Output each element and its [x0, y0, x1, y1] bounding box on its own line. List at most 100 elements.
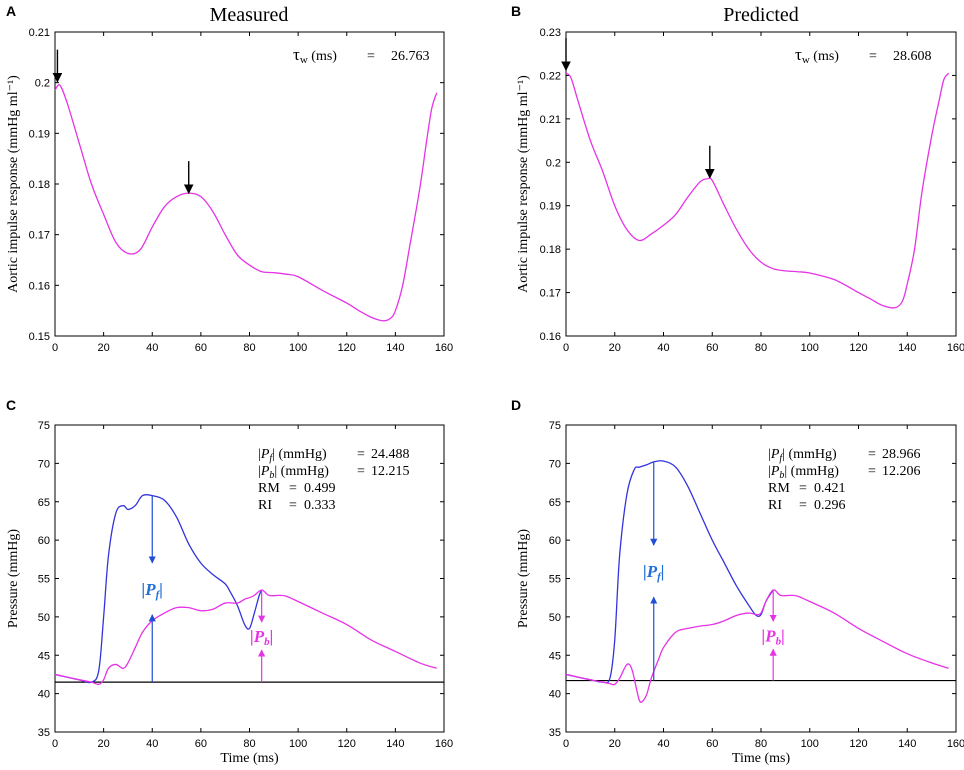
x-tick-label: 120 [338, 738, 356, 750]
y-tick-label: 50 [549, 612, 561, 624]
x-tick-label: 40 [146, 342, 158, 354]
stat-symbol: P [260, 447, 270, 462]
y-tick-label: 0.22 [540, 70, 561, 82]
y-tick-label: 0.16 [540, 331, 561, 343]
marker-bar-close: | [270, 627, 274, 646]
y-tick-label: 55 [549, 574, 561, 586]
x-tick-label: 40 [657, 738, 669, 750]
tau-equals: = [869, 49, 877, 64]
x-tick-label: 120 [849, 342, 867, 354]
stat-label: |Pb| (mmHg) [768, 464, 839, 481]
stat-equals: = [357, 464, 365, 479]
x-tick-label: 80 [755, 738, 767, 750]
marker-label-pb: |Pb| [250, 627, 273, 648]
tau-unit: (ms) [308, 49, 338, 64]
stat-label: |Pf| (mmHg) [258, 447, 327, 464]
x-tick-label: 80 [243, 738, 255, 750]
stat-symbol: P [770, 464, 780, 479]
stat-subscript: b [779, 470, 784, 481]
marker-subscript: f [657, 571, 662, 583]
stat-label: RI [258, 498, 272, 513]
stat-symbol: P [770, 447, 780, 462]
y-tick-label: 0.19 [29, 128, 50, 140]
tau-label: τw (ms) [795, 45, 839, 66]
x-tick-label: 60 [706, 342, 718, 354]
stat-bar: | [258, 447, 261, 462]
axes-frame [565, 31, 957, 337]
x-tick-label: 80 [243, 342, 255, 354]
y-tick-label: 70 [549, 458, 561, 470]
stat-equals: = [289, 498, 297, 513]
marker-bar-close: | [781, 626, 785, 645]
y-tick-label: 45 [38, 650, 50, 662]
x-tick-label: 140 [898, 738, 916, 750]
panel-b: B Predicted 0 20 40 60 80 100 120 140 160 0.16 0.17 0… [511, 3, 964, 354]
y-tick-label: 50 [38, 612, 50, 624]
y-tick-label: 75 [549, 420, 561, 432]
tau-value: 28.608 [893, 49, 932, 64]
stat-label: RM [768, 481, 790, 496]
x-tick-label: 40 [146, 738, 158, 750]
series-line-1 [54, 84, 438, 322]
marker-label-pf: |Pf| [141, 580, 163, 601]
y-tick-label: 0.17 [540, 288, 561, 300]
marker-symbol: P [253, 627, 265, 646]
marker-subscript: b [264, 636, 270, 648]
y-tick-label: 75 [38, 420, 50, 432]
stat-value: 28.966 [882, 447, 921, 462]
y-tick-label: 0.18 [540, 244, 561, 256]
stat-bar: | [768, 447, 771, 462]
x-tick-label: 100 [289, 738, 307, 750]
panel-a: A Measured 0 20 40 60 80 100 120 140 160 0.15 0.16 0.… [6, 3, 453, 354]
marker-symbol: P [764, 626, 776, 645]
x-tick-label: 160 [947, 738, 964, 750]
stat-subscript: f [779, 453, 783, 464]
y-tick-label: 35 [38, 727, 50, 739]
stat-label: RM [258, 481, 280, 496]
stat-value: 12.206 [882, 464, 921, 479]
tau-symbol: τ [293, 45, 300, 64]
stat-value: 0.296 [814, 498, 846, 513]
y-tick-label: 60 [549, 535, 561, 547]
y-tick-label: 65 [38, 497, 50, 509]
marker-label-pf: |Pf| [643, 562, 665, 583]
chart-title: Predicted [723, 4, 799, 26]
stat-bar: | [258, 464, 261, 479]
stat-equals: = [868, 464, 876, 479]
chart-title: Measured [210, 4, 289, 26]
y-tick-label: 55 [38, 574, 50, 586]
y-tick-label: 0.21 [29, 27, 50, 39]
stat-label: RI [768, 498, 782, 513]
x-tick-label: 20 [98, 738, 110, 750]
x-tick-label: 160 [435, 738, 453, 750]
stat-symbol: P [260, 464, 270, 479]
x-axis-label: Time (ms) [732, 751, 791, 766]
tau-label: τw (ms) [293, 45, 337, 66]
x-tick-label: 20 [609, 738, 621, 750]
stat-subscript: b [269, 470, 274, 481]
marker-bar: | [643, 562, 647, 581]
stat-unit: | (mmHg) [784, 464, 839, 479]
y-tick-label: 40 [38, 689, 50, 701]
stat-unit: | (mmHg) [274, 464, 329, 479]
x-tick-label: 120 [338, 342, 356, 354]
axes-frame [54, 31, 445, 337]
x-tick-label: 60 [195, 342, 207, 354]
x-axis-label: Time (ms) [220, 751, 279, 766]
y-tick-label: 0.18 [29, 179, 50, 191]
x-tick-label: 80 [755, 342, 767, 354]
series-line-1 [565, 460, 774, 684]
y-tick-label: 0.2 [35, 78, 50, 90]
x-tick-label: 0 [563, 738, 569, 750]
x-tick-label: 40 [657, 342, 669, 354]
stat-value: 0.421 [814, 481, 846, 496]
tau-equals: = [367, 49, 375, 64]
x-tick-label: 0 [563, 342, 569, 354]
x-tick-label: 20 [609, 342, 621, 354]
panel-label: C [6, 397, 16, 413]
stat-symbol: RI [258, 498, 272, 513]
y-tick-label: 60 [38, 535, 50, 547]
stat-value: 12.215 [371, 464, 410, 479]
y-tick-label: 0.23 [540, 27, 561, 39]
